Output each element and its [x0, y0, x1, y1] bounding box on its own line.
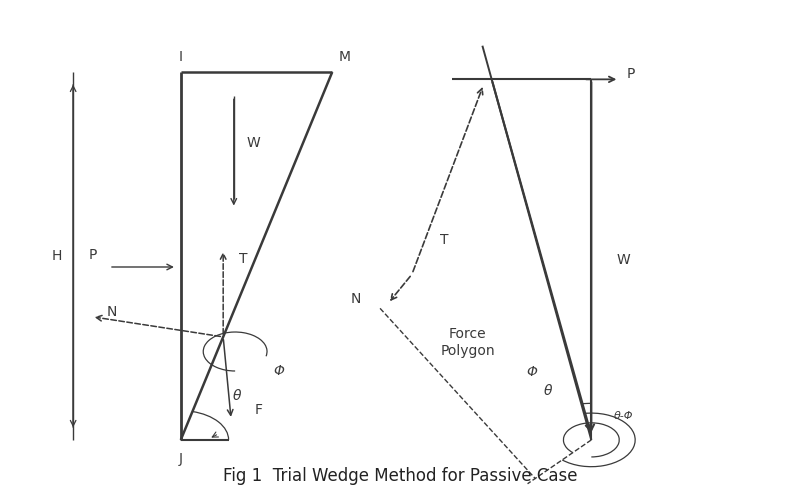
Text: P: P [89, 248, 98, 262]
Text: T: T [239, 252, 247, 266]
Text: I: I [178, 50, 182, 64]
Text: θ-Φ: θ-Φ [614, 411, 633, 420]
Text: θ: θ [543, 384, 552, 398]
Text: F: F [255, 403, 263, 417]
Text: H: H [52, 249, 62, 263]
Text: Fig 1  Trial Wedge Method for Passive Case: Fig 1 Trial Wedge Method for Passive Cas… [222, 467, 578, 486]
Text: J: J [178, 452, 182, 466]
Text: N: N [106, 305, 117, 319]
Text: T: T [439, 233, 448, 247]
Text: W: W [616, 253, 630, 267]
Text: Φ: Φ [526, 365, 537, 379]
Text: θ: θ [232, 389, 241, 403]
Text: N: N [351, 292, 362, 306]
Text: P: P [627, 68, 635, 81]
Text: M: M [338, 50, 350, 64]
Text: W: W [247, 136, 261, 149]
Text: Force
Polygon: Force Polygon [441, 327, 495, 358]
Text: Φ: Φ [274, 364, 285, 378]
